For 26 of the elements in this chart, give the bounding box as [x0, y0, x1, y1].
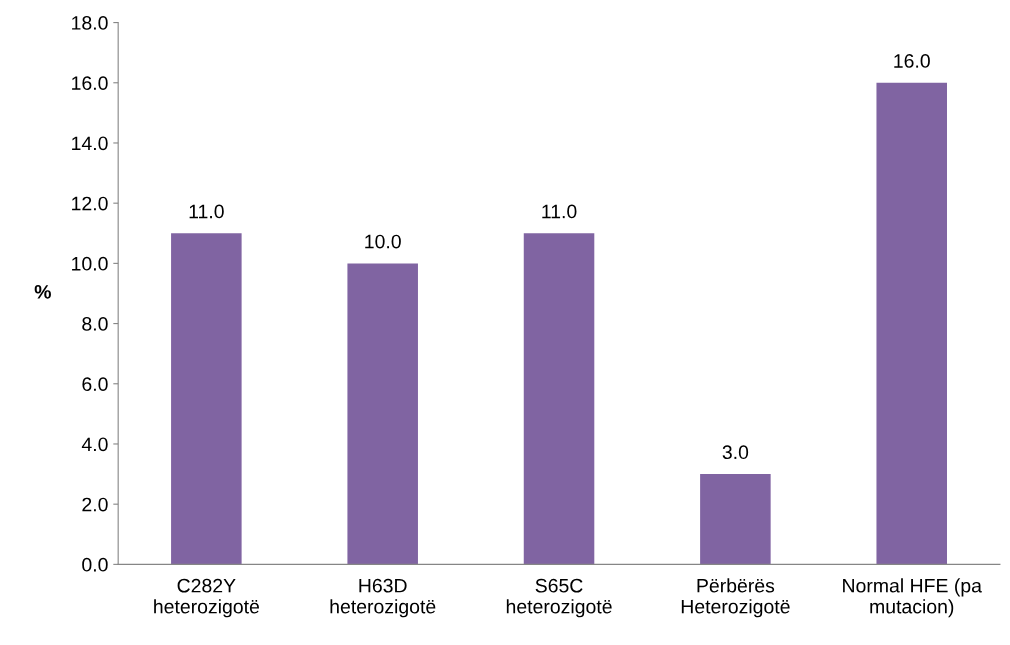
data-label: 11.0: [542, 204, 577, 219]
x-tick-label: H63D heterozigotë: [330, 578, 436, 618]
data-label: 3.0: [722, 445, 749, 460]
y-axis-title: %: [34, 284, 51, 299]
x-tick-label: S65C heterozigotë: [506, 578, 612, 618]
y-tick-label: 0.0: [82, 557, 108, 572]
x-tick-label: Përbërës Heterozigotë: [681, 578, 790, 618]
data-label: 16.0: [894, 54, 930, 68]
y-tick-label: 18.0: [72, 16, 108, 30]
y-tick-label: 14.0: [72, 136, 108, 151]
y-tick-label: 8.0: [82, 317, 108, 331]
bar: [171, 233, 242, 565]
y-tick-label: 2.0: [82, 497, 108, 512]
y-tick-label: 6.0: [82, 377, 108, 392]
bar: [523, 233, 595, 565]
data-label: 11.0: [189, 204, 224, 219]
x-tick-label: Normal HFE (pa mutacion): [843, 578, 982, 618]
x-tick-label: C282Y heterozigotë: [154, 578, 259, 618]
bar: [347, 263, 418, 565]
data-label: 10.0: [365, 234, 401, 249]
bar: [876, 82, 947, 565]
y-tick-label: 16.0: [72, 76, 108, 91]
bar: [700, 474, 771, 565]
y-tick-label: 4.0: [81, 437, 108, 452]
y-tick-label: 10.0: [72, 256, 108, 271]
y-tick-label: 12.0: [72, 196, 108, 211]
